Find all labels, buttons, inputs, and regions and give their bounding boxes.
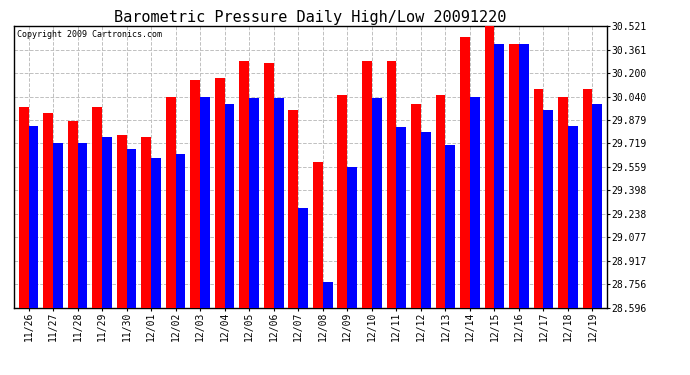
- Bar: [28, 126, 39, 308]
- Bar: [53, 143, 63, 308]
- Bar: [313, 162, 323, 308]
- Bar: [460, 37, 470, 308]
- Bar: [102, 137, 112, 308]
- Bar: [347, 166, 357, 308]
- Bar: [568, 126, 578, 308]
- Bar: [362, 62, 372, 308]
- Bar: [77, 143, 88, 308]
- Bar: [298, 208, 308, 308]
- Bar: [411, 104, 421, 308]
- Bar: [396, 127, 406, 308]
- Bar: [117, 135, 126, 308]
- Bar: [225, 104, 235, 308]
- Bar: [337, 95, 347, 308]
- Bar: [484, 26, 495, 308]
- Bar: [19, 107, 28, 307]
- Bar: [445, 145, 455, 308]
- Bar: [151, 158, 161, 308]
- Bar: [323, 282, 333, 308]
- Bar: [239, 62, 249, 308]
- Bar: [141, 137, 151, 308]
- Bar: [215, 78, 225, 308]
- Bar: [274, 98, 284, 308]
- Bar: [190, 81, 200, 308]
- Bar: [533, 89, 544, 308]
- Bar: [264, 63, 274, 308]
- Bar: [558, 96, 568, 308]
- Bar: [509, 44, 519, 308]
- Bar: [92, 107, 102, 307]
- Bar: [495, 44, 504, 308]
- Bar: [126, 149, 137, 308]
- Title: Barometric Pressure Daily High/Low 20091220: Barometric Pressure Daily High/Low 20091…: [115, 10, 506, 25]
- Bar: [421, 132, 431, 308]
- Bar: [519, 44, 529, 308]
- Bar: [68, 122, 77, 308]
- Bar: [200, 96, 210, 308]
- Bar: [249, 98, 259, 308]
- Bar: [288, 110, 298, 308]
- Bar: [582, 89, 593, 308]
- Bar: [166, 96, 176, 308]
- Bar: [544, 110, 553, 308]
- Bar: [470, 96, 480, 308]
- Bar: [43, 112, 53, 308]
- Bar: [386, 62, 396, 308]
- Bar: [176, 153, 186, 308]
- Bar: [593, 104, 602, 308]
- Bar: [372, 98, 382, 308]
- Bar: [435, 95, 445, 308]
- Text: Copyright 2009 Cartronics.com: Copyright 2009 Cartronics.com: [17, 30, 161, 39]
